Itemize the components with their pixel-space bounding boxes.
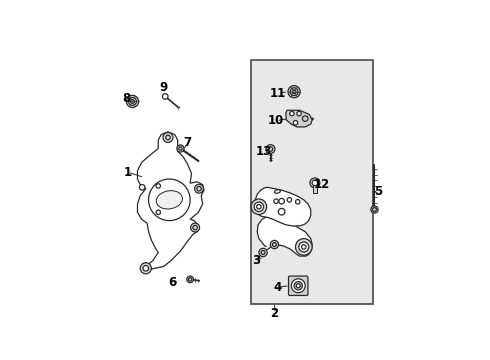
Text: 13: 13 bbox=[255, 145, 272, 158]
Ellipse shape bbox=[274, 190, 280, 193]
Text: 7: 7 bbox=[183, 136, 192, 149]
Text: 10: 10 bbox=[268, 114, 284, 127]
Circle shape bbox=[266, 145, 275, 153]
Bar bbox=[313, 184, 317, 193]
Circle shape bbox=[156, 184, 161, 188]
Circle shape bbox=[254, 202, 264, 211]
Circle shape bbox=[292, 279, 305, 293]
Circle shape bbox=[143, 266, 148, 271]
Circle shape bbox=[288, 86, 300, 98]
Circle shape bbox=[312, 180, 318, 186]
Circle shape bbox=[195, 184, 203, 193]
Circle shape bbox=[162, 94, 168, 99]
Text: 12: 12 bbox=[314, 178, 330, 191]
Circle shape bbox=[191, 223, 199, 232]
Polygon shape bbox=[254, 187, 311, 226]
Circle shape bbox=[297, 111, 301, 116]
Circle shape bbox=[163, 132, 173, 143]
Text: 11: 11 bbox=[270, 87, 287, 100]
Circle shape bbox=[290, 111, 294, 116]
Circle shape bbox=[279, 198, 284, 204]
Polygon shape bbox=[138, 132, 204, 269]
Circle shape bbox=[290, 88, 298, 96]
Text: 4: 4 bbox=[273, 281, 282, 294]
Circle shape bbox=[371, 206, 378, 213]
Polygon shape bbox=[286, 110, 312, 127]
Text: 5: 5 bbox=[374, 185, 383, 198]
Circle shape bbox=[294, 282, 302, 290]
Text: 6: 6 bbox=[168, 276, 176, 289]
Circle shape bbox=[128, 98, 136, 105]
Circle shape bbox=[296, 284, 300, 288]
Circle shape bbox=[278, 208, 285, 215]
Circle shape bbox=[251, 199, 267, 215]
Circle shape bbox=[140, 185, 145, 190]
Circle shape bbox=[177, 145, 184, 152]
Polygon shape bbox=[257, 216, 312, 256]
Circle shape bbox=[293, 121, 298, 125]
Circle shape bbox=[310, 178, 320, 188]
Circle shape bbox=[140, 263, 151, 274]
Text: 3: 3 bbox=[253, 254, 261, 267]
Text: 1: 1 bbox=[123, 166, 132, 179]
Circle shape bbox=[259, 248, 267, 257]
Bar bbox=[251, 60, 373, 304]
FancyBboxPatch shape bbox=[289, 276, 308, 296]
Circle shape bbox=[299, 242, 309, 252]
Circle shape bbox=[302, 116, 308, 121]
Circle shape bbox=[187, 276, 194, 283]
Circle shape bbox=[126, 95, 139, 108]
Circle shape bbox=[295, 239, 312, 255]
Text: 2: 2 bbox=[270, 307, 279, 320]
Circle shape bbox=[148, 179, 190, 221]
Circle shape bbox=[156, 210, 161, 215]
Text: 8: 8 bbox=[122, 92, 130, 105]
Circle shape bbox=[270, 240, 278, 249]
Text: 9: 9 bbox=[160, 81, 168, 94]
Ellipse shape bbox=[156, 191, 182, 209]
